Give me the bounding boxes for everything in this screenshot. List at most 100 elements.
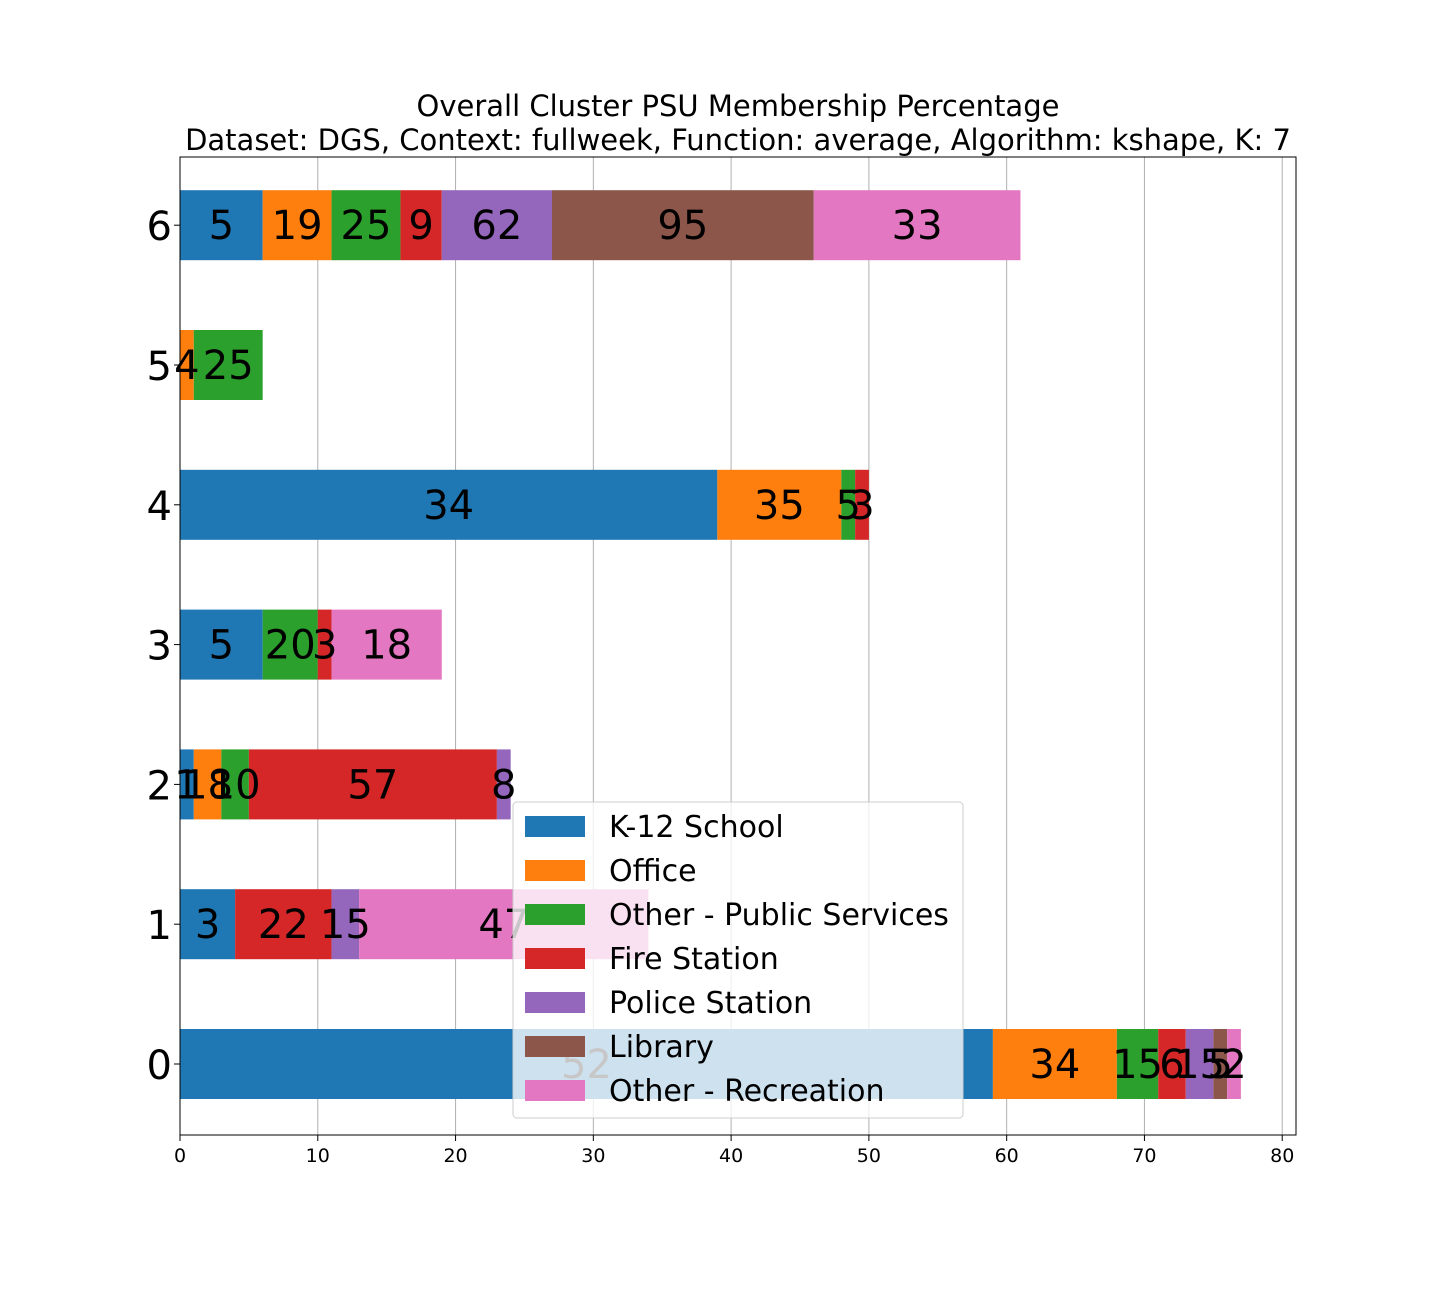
legend-entry: Other - Public Services (609, 898, 949, 933)
bar-segment (235, 889, 332, 960)
bar-segment (1116, 1029, 1159, 1099)
data-label: 25 (203, 343, 254, 389)
bar-segment (180, 330, 194, 400)
data-label: 25 (341, 203, 392, 249)
bar-segment (1213, 1029, 1228, 1099)
legend-box (512, 801, 964, 1119)
x-tick-label: 70 (1132, 1145, 1156, 1167)
bar-segment (248, 749, 497, 820)
bar-segment (441, 190, 552, 261)
data-label: 18 (182, 762, 233, 808)
legend-swatch (525, 992, 585, 1013)
y-tick-label: 4 (147, 484, 172, 530)
bar-segment (262, 609, 318, 680)
data-label: 4 (174, 343, 199, 389)
data-label: 19 (272, 203, 323, 249)
legend-entry: Library (609, 1030, 714, 1065)
x-tick-label: 40 (719, 1145, 743, 1167)
x-tick-label: 60 (995, 1145, 1019, 1167)
legend-swatch (525, 904, 585, 925)
legend-entry: Police Station (609, 986, 812, 1021)
data-label: 6 (1159, 1042, 1184, 1088)
data-label: 5 (1207, 1042, 1232, 1088)
bar-segment (180, 609, 263, 680)
legend-swatch (525, 816, 585, 837)
bar-segment (317, 609, 332, 680)
legend-entry: K-12 School (609, 810, 784, 845)
y-tick-label: 2 (147, 763, 172, 809)
bar-segment (193, 749, 222, 820)
data-label: 57 (347, 762, 398, 808)
x-tick-label: 0 (174, 1145, 186, 1167)
bar-segment (992, 1029, 1117, 1099)
bar-segment (813, 190, 1021, 261)
data-label: 3 (849, 483, 874, 529)
y-tick-label: 1 (147, 903, 172, 949)
data-label: 5 (209, 623, 234, 669)
bar-segment (717, 469, 842, 540)
data-label: 33 (892, 203, 943, 249)
data-label: 5 (209, 203, 234, 249)
bar-segment (331, 190, 401, 261)
x-gridlines (317, 157, 1283, 1135)
legend-swatch (525, 1080, 585, 1101)
data-label: 20 (265, 623, 316, 669)
data-label: 22 (258, 902, 309, 948)
data-label: 10 (210, 762, 261, 808)
data-label: 15 (320, 902, 371, 948)
data-label: 95 (657, 203, 708, 249)
bar-segment (180, 749, 194, 820)
data-label: 62 (471, 203, 522, 249)
bar-segment (193, 330, 263, 400)
data-label: 3 (312, 623, 337, 669)
bar-segment (180, 469, 718, 540)
data-label: 15 (1112, 1042, 1163, 1088)
data-label: 34 (423, 483, 474, 529)
y-tick-label: 5 (147, 344, 172, 390)
x-tick-label: 30 (581, 1145, 605, 1167)
bar-segment (262, 190, 332, 261)
data-label: 15 (1174, 1042, 1225, 1088)
bar-segment (855, 469, 869, 540)
bar-segment (221, 749, 249, 820)
chart-subtitle: Dataset: DGS, Context: fullweek, Functio… (185, 123, 1291, 157)
bar-segment (180, 190, 263, 261)
bar-segment (331, 609, 442, 680)
x-tick-label: 80 (1270, 1145, 1294, 1167)
legend-swatch (525, 860, 585, 881)
legend-swatch (525, 1036, 585, 1057)
legend-entry: Fire Station (609, 942, 779, 977)
bar-segment (552, 190, 814, 261)
y-tick-label: 3 (147, 624, 172, 670)
data-label: 34 (1029, 1042, 1080, 1088)
data-label: 1 (174, 762, 199, 808)
x-tick-label: 10 (306, 1145, 330, 1167)
x-tick-label: 20 (443, 1145, 467, 1167)
bar-segment (180, 889, 236, 960)
bar-segment (496, 749, 511, 820)
legend-entry: Other - Recreation (609, 1074, 885, 1109)
bar-segment (400, 190, 442, 261)
legend-entry: Office (609, 854, 697, 889)
x-tick-label: 50 (857, 1145, 881, 1167)
plot-frame (179, 156, 1297, 1136)
data-label: 9 (408, 203, 433, 249)
y-tick-label: 0 (147, 1043, 172, 1089)
bar-segment (841, 469, 856, 540)
data-label: 35 (754, 483, 805, 529)
legend: K-12 School Office Other - Public Services… (512, 801, 964, 1119)
data-label: 2 (1221, 1042, 1246, 1088)
data-label: 18 (361, 623, 412, 669)
data-label: 5 (835, 483, 860, 529)
bar-segment (1158, 1029, 1186, 1099)
bar-segment (1227, 1029, 1241, 1099)
data-label: 3 (195, 902, 220, 948)
y-tick-label: 6 (147, 204, 172, 250)
data-label: 8 (491, 762, 516, 808)
bar-segment (331, 889, 360, 960)
legend-swatch (525, 948, 585, 969)
bar-segment (1185, 1029, 1214, 1099)
chart-title: Overall Cluster PSU Membership Percentag… (417, 89, 1060, 123)
